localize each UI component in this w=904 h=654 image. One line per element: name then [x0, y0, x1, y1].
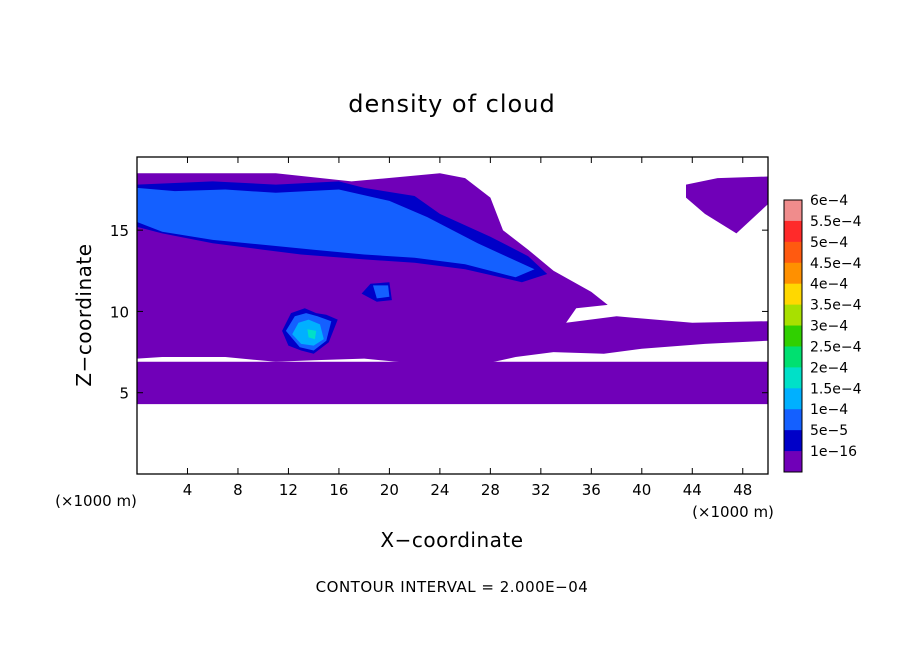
- colorbar-swatch-0: [784, 200, 802, 222]
- contour-region-10: [307, 329, 317, 340]
- colorbar-swatch-10: [784, 409, 802, 431]
- y-tick-label-10: 10: [110, 303, 129, 321]
- x-tick-label-4: 4: [183, 481, 193, 499]
- colorbar-label-2: 5e−4: [810, 235, 848, 251]
- colorbar-swatch-9: [784, 388, 802, 410]
- colorbar-label-7: 2.5e−4: [810, 339, 862, 355]
- contour-region-2: [686, 176, 768, 234]
- x-tick-label-44: 44: [683, 481, 702, 499]
- x-left-unit-label: (×1000 m): [55, 492, 137, 510]
- plot-frame: [136, 156, 769, 475]
- colorbar-swatch-5: [784, 304, 802, 327]
- contour-interval-note: CONTOUR INTERVAL = 2.000E−04: [316, 578, 589, 596]
- y-tick-label-15: 15: [110, 222, 129, 240]
- colorbar-label-11: 5e−5: [810, 423, 848, 439]
- x-axis-ticks: 4 8 12 16 20 24 28 32 36 40 44 48: [183, 157, 752, 499]
- colorbar-label-8: 2e−4: [810, 360, 848, 376]
- contour-regions: [137, 173, 768, 405]
- colorbar-frame: [783, 199, 803, 473]
- colorbar-label-1: 5.5e−4: [810, 214, 862, 230]
- colorbar-swatch-4: [784, 283, 802, 306]
- y-tick-label-5: 5: [119, 385, 129, 403]
- colorbar-label-6: 3e−4: [810, 319, 848, 335]
- x-tick-label-28: 28: [481, 481, 500, 499]
- colorbar-label-5: 3.5e−4: [810, 298, 862, 314]
- x-tick-label-40: 40: [632, 481, 651, 499]
- colorbar-swatch-11: [784, 430, 802, 452]
- contour-region-8: [373, 285, 390, 299]
- colorbar-swatch-2: [784, 241, 802, 264]
- colorbar-swatch-7: [784, 346, 802, 368]
- colorbar-label-4: 4e−4: [810, 277, 848, 293]
- colorbar-swatch-12: [784, 451, 802, 473]
- x-tick-label-12: 12: [279, 481, 298, 499]
- colorbar-swatch-1: [784, 220, 802, 243]
- x-tick-label-8: 8: [233, 481, 243, 499]
- x-tick-label-48: 48: [733, 481, 752, 499]
- x-tick-label-16: 16: [329, 481, 348, 499]
- colorbar: 6e−4 5.5e−4 5e−4 4.5e−4 4e−4 3.5e−4 3e−4 2.5e−4…: [783, 193, 862, 473]
- y-axis-ticks: 5 10 15: [110, 222, 768, 403]
- x-tick-label-20: 20: [380, 481, 399, 499]
- colorbar-label-10: 1e−4: [810, 402, 848, 418]
- colorbar-label-3: 4.5e−4: [810, 256, 862, 272]
- contour-region-6: [137, 187, 535, 278]
- y-axis-label: Z−coordinate: [72, 243, 96, 386]
- colorbar-swatch-6: [784, 325, 802, 347]
- x-axis-label: X−coordinate: [380, 528, 523, 552]
- chart-title: density of cloud: [348, 90, 555, 118]
- colorbar-swatch-3: [784, 262, 802, 285]
- x-tick-label-36: 36: [582, 481, 601, 499]
- x-tick-label-32: 32: [531, 481, 550, 499]
- colorbar-label-9: 1.5e−4: [810, 381, 862, 397]
- x-tick-label-24: 24: [430, 481, 449, 499]
- contour-region-1: [137, 361, 768, 405]
- colorbar-label-0: 6e−4: [810, 193, 848, 209]
- x-right-unit-label: (×1000 m): [692, 503, 774, 521]
- colorbar-label-12: 1e−16: [810, 444, 857, 460]
- colorbar-swatch-8: [784, 367, 802, 389]
